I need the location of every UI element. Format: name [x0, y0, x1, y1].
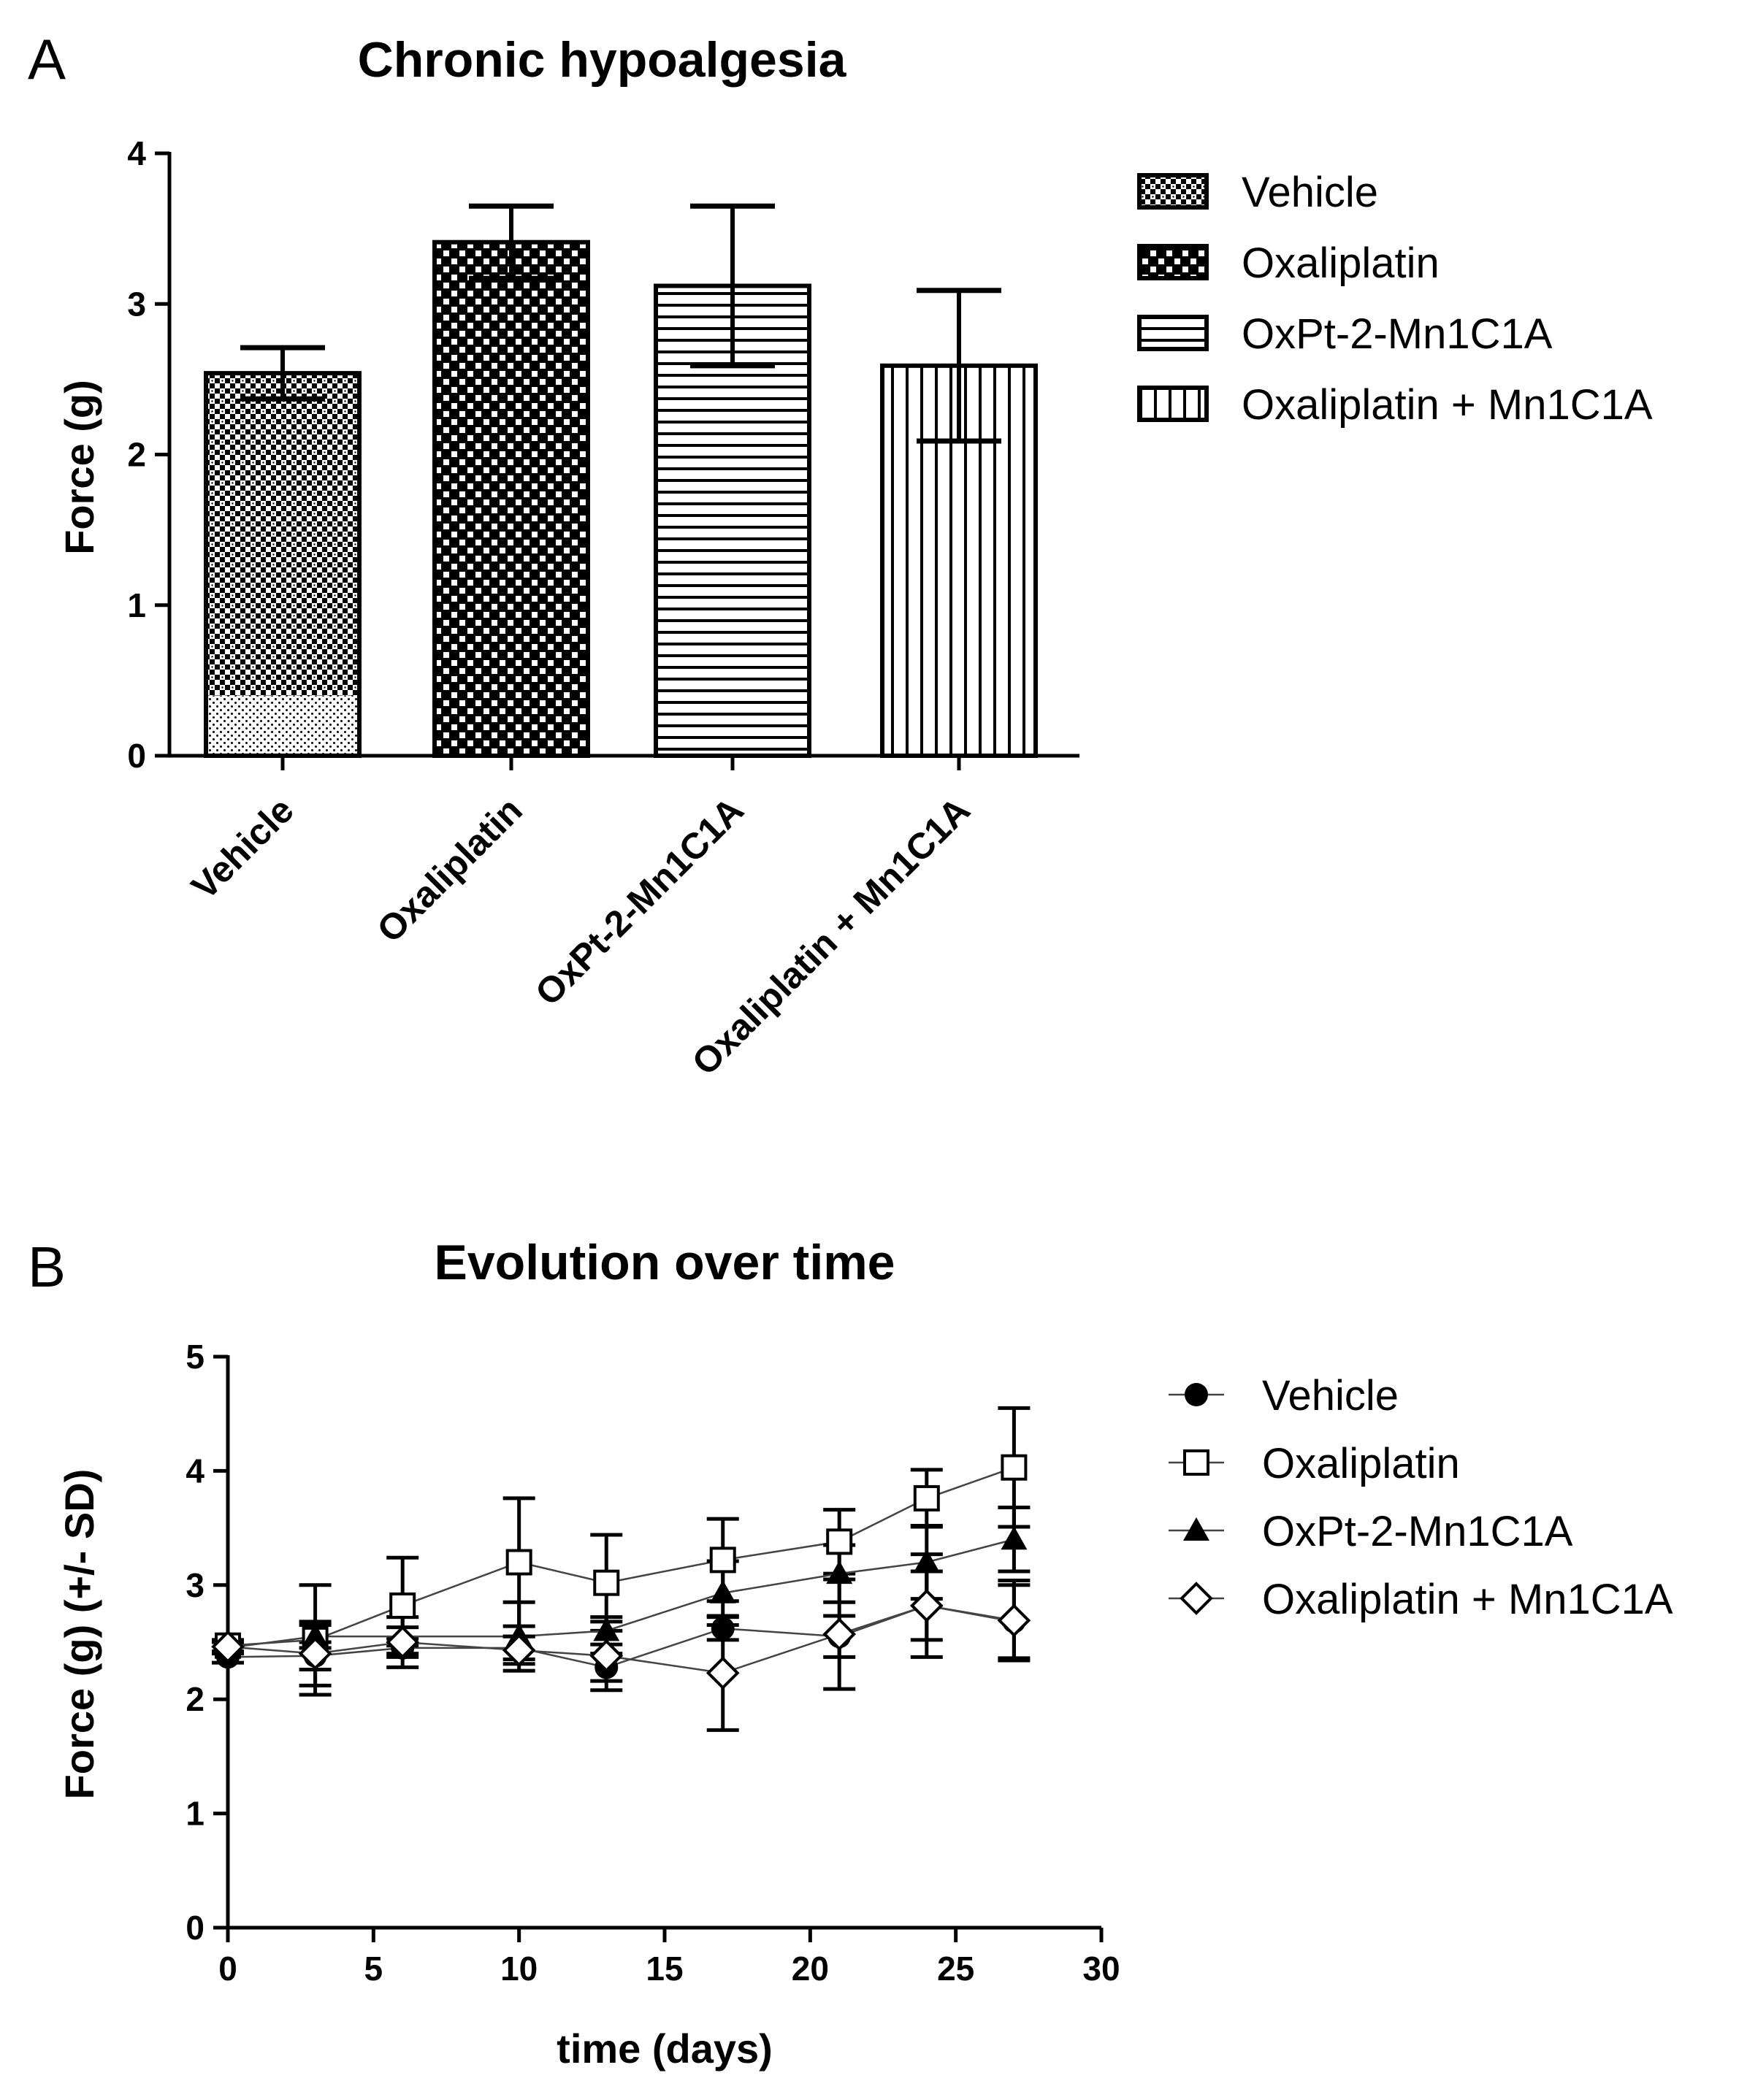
panel-a-letter: A: [28, 27, 66, 91]
chart-b-x-tick-label: 0: [218, 1950, 237, 1988]
bar-fill-vehicle: [206, 373, 359, 696]
chart-a-y-tick-label: 1: [127, 586, 146, 624]
chart-b-x-tick-label: 5: [364, 1950, 383, 1988]
chart-a-bars: [204, 203, 1038, 758]
legend-label-oxaliplatin-mn1c1a: Oxaliplatin + Mn1C1A: [1242, 381, 1653, 429]
data-point-oxaliplatin: [1001, 1454, 1028, 1481]
chart-b-legend: Vehicle Oxaliplatin OxPt-2-Mn1C1A Oxaliplat…: [1169, 1372, 1673, 1623]
category-label-oxpt-2-mn1c1a: OxPt-2-Mn1C1A: [527, 789, 752, 1013]
chart-b-axes: 0 1 2 3 4 5 0 5 10 15 20 25 30: [186, 1338, 1120, 1988]
data-point-oxpt-2-mn1c1a: [593, 1617, 620, 1641]
chart-a-y-tick-label: 3: [127, 285, 146, 323]
legend-label-oxaliplatin-mn1c1a: Oxaliplatin + Mn1C1A: [1262, 1576, 1673, 1623]
series-line-oxaliplatin: [227, 1466, 1014, 1647]
data-point-oxaliplatin: [709, 1547, 736, 1574]
chart-b-y-axis-title: Force (g) (+/- SD): [56, 1469, 102, 1800]
data-point-oxpt-2-mn1c1a: [1001, 1526, 1028, 1550]
legend-label-oxaliplatin: Oxaliplatin: [1262, 1440, 1460, 1487]
data-point-oxaliplatin: [913, 1484, 940, 1511]
chart-b-x-axis-title: time (days): [557, 2026, 773, 2072]
legend-label-oxaliplatin: Oxaliplatin: [1242, 239, 1440, 287]
chart-b-y-tick-label: 5: [186, 1338, 204, 1376]
series-oxpt-2-mn1c1a: [212, 1505, 1031, 1673]
legend-swatch-fill-oxaliplatin-mn1c1a: [1139, 388, 1207, 420]
data-point-oxpt-2-mn1c1a: [913, 1549, 940, 1573]
legend-label-oxpt-2-mn1c1a: OxPt-2-Mn1C1A: [1242, 310, 1553, 358]
legend-marker-oxpt-2-mn1c1a: [1183, 1517, 1209, 1541]
panel-b-letter: B: [28, 1235, 66, 1299]
data-point-oxaliplatin: [505, 1549, 532, 1576]
data-point-oxaliplatin: [389, 1592, 416, 1619]
legend-marker-vehicle: [1185, 1383, 1208, 1406]
series-markers-oxpt-2-mn1c1a: [215, 1526, 1028, 1658]
chart-a-legend: Vehicle Oxaliplatin OxPt-2-Mn1C1A Oxaliplat…: [1137, 169, 1653, 429]
data-point-oxaliplatin: [826, 1528, 853, 1555]
chart-a-y-axis-title: Force (g): [56, 380, 102, 555]
data-point-oxaliplatin-mn1c1a: [386, 1625, 420, 1659]
chart-b-series: [211, 1406, 1031, 1732]
category-label-oxaliplatin: Oxaliplatin: [369, 789, 530, 950]
legend-swatch-fill-oxaliplatin: [1139, 246, 1207, 278]
chart-b-x-tick-label: 20: [792, 1950, 829, 1988]
chart-b-x-tick-label: 30: [1082, 1950, 1120, 1988]
data-point-oxaliplatin-mn1c1a: [822, 1617, 857, 1651]
legend-swatch-fill-oxpt-2-mn1c1a: [1139, 317, 1207, 349]
legend-label-vehicle: Vehicle: [1242, 169, 1378, 216]
bar-fill-oxaliplatin: [435, 242, 588, 756]
legend-swatch-fill-vehicle: [1139, 175, 1207, 207]
bar-fill-lower-vehicle: [206, 695, 359, 756]
chart-b-x-tick-label: 25: [937, 1950, 974, 1988]
legend-swatch-oxpt-2-mn1c1a: [1137, 315, 1209, 351]
data-point-oxaliplatin-mn1c1a: [706, 1656, 740, 1690]
chart-b-y-tick-label: 4: [186, 1452, 204, 1490]
legend-swatch-vehicle: [1137, 173, 1209, 210]
chart-b-y-tick-label: 3: [186, 1566, 204, 1604]
data-point-oxpt-2-mn1c1a: [709, 1579, 736, 1603]
legend-label-vehicle: Vehicle: [1262, 1372, 1399, 1419]
chart-a-y-tick-label: 4: [127, 134, 146, 172]
category-label-vehicle: Vehicle: [183, 789, 301, 907]
chart-a-title: Chronic hypoalgesia: [358, 32, 847, 88]
data-point-oxaliplatin-mn1c1a: [211, 1630, 245, 1664]
data-point-oxaliplatin: [593, 1569, 620, 1596]
series-markers-oxaliplatin-mn1c1a: [211, 1589, 1031, 1690]
chart-a-y-tick-label: 0: [127, 737, 146, 775]
series-markers-oxaliplatin: [215, 1454, 1028, 1659]
legend-swatch-oxaliplatin: [1137, 244, 1209, 280]
chart-a-y-tick-label: 2: [127, 436, 146, 474]
chart-b-y-tick-label: 1: [186, 1795, 204, 1833]
data-point-oxaliplatin-mn1c1a: [909, 1589, 944, 1622]
data-point-oxaliplatin-mn1c1a: [502, 1633, 536, 1667]
data-point-oxpt-2-mn1c1a: [302, 1623, 329, 1647]
data-point-oxaliplatin-mn1c1a: [589, 1639, 624, 1673]
legend-marker-oxaliplatin-mn1c1a: [1180, 1582, 1213, 1615]
data-point-oxaliplatin-mn1c1a: [997, 1603, 1031, 1638]
legend-marker-oxaliplatin: [1183, 1449, 1209, 1476]
chart-b-title: Evolution over time: [435, 1235, 895, 1290]
data-point-oxpt-2-mn1c1a: [826, 1560, 853, 1584]
chart-b-x-tick-label: 15: [646, 1950, 683, 1988]
chart-b-y-tick-label: 2: [186, 1680, 204, 1718]
legend-label-oxpt-2-mn1c1a: OxPt-2-Mn1C1A: [1262, 1508, 1573, 1555]
data-point-oxaliplatin-mn1c1a: [298, 1636, 332, 1671]
legend-swatch-oxaliplatin-mn1c1a: [1137, 386, 1209, 422]
chart-b-x-tick-label: 10: [500, 1950, 538, 1988]
chart-b-y-tick-label: 0: [186, 1909, 204, 1947]
data-point-vehicle: [711, 1617, 735, 1641]
